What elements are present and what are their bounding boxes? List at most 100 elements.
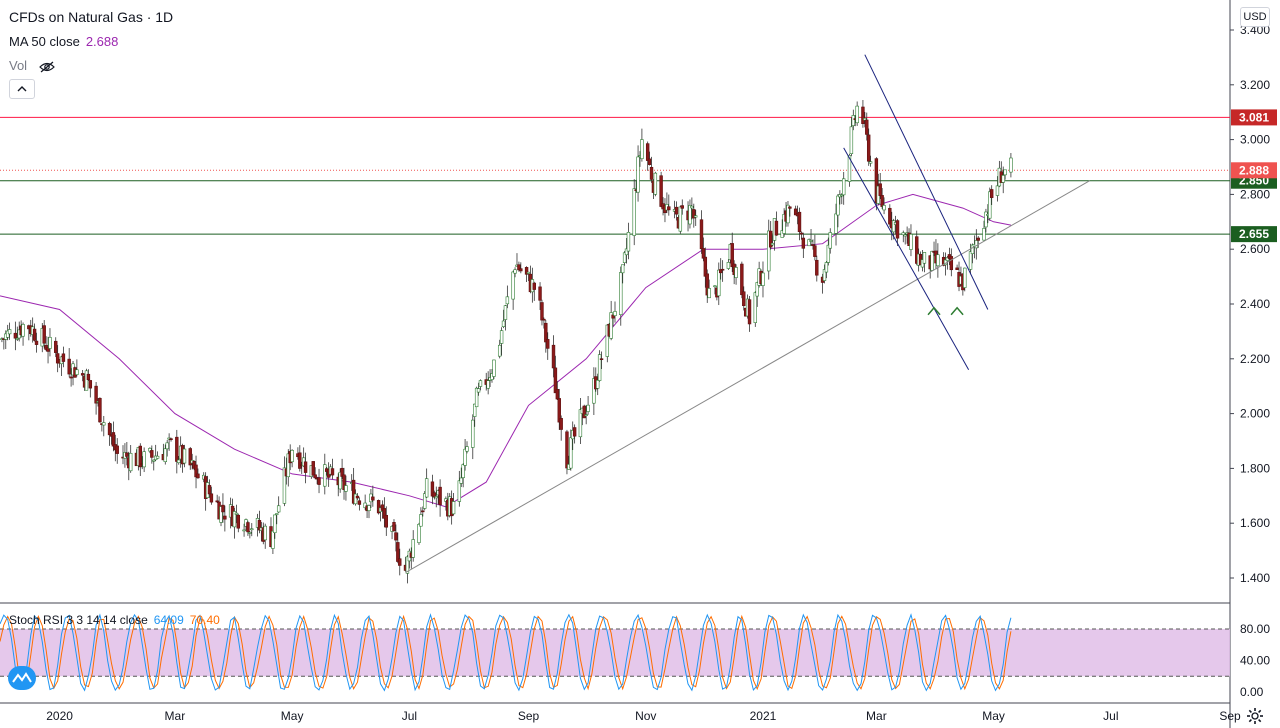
stoch-rsi-lines [0, 613, 1012, 692]
candle-body [411, 539, 415, 558]
candle-body [557, 398, 561, 423]
candle-body [582, 405, 586, 419]
y-tick-label: 3.000 [1240, 133, 1270, 147]
candle-body [705, 273, 709, 296]
candle-body [46, 347, 50, 352]
candle-body [55, 353, 60, 364]
candle-body [619, 272, 623, 315]
eye-off-icon[interactable] [38, 61, 55, 73]
candle-body [551, 344, 556, 369]
candle-body [511, 271, 515, 300]
x-tick-label: May [281, 709, 304, 723]
candle-body [868, 161, 873, 164]
candle-body [169, 438, 173, 441]
candle-body [880, 195, 884, 207]
gear-icon[interactable] [1246, 707, 1264, 725]
candle-body [298, 452, 302, 469]
candle-body [303, 461, 308, 473]
candle-body [989, 189, 994, 198]
candle-body [236, 514, 241, 529]
currency-badge[interactable]: USD [1240, 7, 1270, 27]
candle-body [713, 285, 717, 288]
candle-body [273, 514, 277, 533]
candle-body [5, 330, 10, 338]
candle-body [69, 376, 73, 379]
candle-body [767, 230, 771, 272]
candle-body [874, 158, 879, 204]
candle-body [807, 239, 811, 247]
candle-body [107, 422, 112, 436]
candle-body [546, 339, 550, 349]
candle-body [503, 305, 508, 320]
candle-body [717, 269, 721, 297]
x-tick-label: 2020 [46, 709, 73, 723]
y-tick-label: 1.400 [1240, 571, 1270, 585]
candle-body [430, 481, 435, 497]
candle-body [330, 468, 335, 476]
candle-body [188, 448, 192, 466]
candle-body [747, 299, 752, 325]
candle-body [982, 228, 986, 241]
candle-body [740, 263, 744, 296]
candle-body [734, 267, 738, 278]
candle-body [793, 208, 798, 216]
candle-body [544, 322, 548, 343]
candle-body [271, 530, 275, 549]
candle-body [840, 194, 844, 197]
x-tick-label: Mar [165, 709, 186, 723]
candle-body [421, 510, 425, 513]
candle-body [457, 480, 462, 502]
candle-body [150, 450, 154, 458]
chart-title: CFDs on Natural Gas · 1D [9, 9, 174, 25]
channel-line [864, 54, 989, 310]
candle-body [726, 262, 731, 269]
candle-body [774, 220, 779, 236]
ma-value: 2.688 [85, 34, 119, 49]
last-price-text: 2.888 [1239, 163, 1269, 177]
vol-legend: Vol [9, 58, 55, 73]
candle-body [380, 504, 385, 511]
candle-body [949, 256, 954, 271]
candle-body [405, 556, 410, 574]
candle-body [175, 436, 179, 462]
candle-body [592, 378, 596, 404]
candle-body [842, 178, 846, 196]
candle-body [75, 369, 79, 375]
candle-body [94, 385, 98, 404]
stoch-d-value: 70.40 [189, 613, 220, 627]
candle-body [48, 337, 52, 349]
candle-body [80, 373, 85, 376]
candle-body [847, 155, 852, 182]
candle-body [538, 286, 542, 301]
vol-label: Vol [9, 58, 28, 73]
channel-line [843, 147, 970, 371]
candle-body [499, 330, 504, 344]
candle-body [398, 558, 402, 566]
candle-body [194, 464, 198, 478]
collapse-legend-button[interactable] [9, 79, 35, 99]
x-tick-label: Jul [1103, 709, 1118, 723]
candle-body [142, 451, 146, 468]
candle-body [753, 292, 757, 323]
candle-body [317, 477, 321, 485]
candle-body [219, 506, 223, 523]
candle-body [257, 520, 262, 531]
candle-body [834, 213, 838, 234]
candle-body [572, 427, 577, 437]
candle-body [659, 175, 663, 207]
candle-body [311, 461, 315, 476]
candle-body [371, 496, 375, 501]
tradingview-logo-icon[interactable] [8, 666, 36, 690]
candle-body [701, 248, 706, 259]
stoch-tick-label: 40.00 [1240, 654, 1270, 668]
candle-body [209, 493, 214, 503]
stoch-label: Stoch RSI 3 3 14 14 close [9, 613, 148, 627]
candle-body [505, 296, 510, 305]
candle-body [824, 262, 829, 273]
candle-body [61, 353, 66, 362]
candle-body [828, 232, 832, 249]
candle-body [438, 486, 442, 506]
candle-body [690, 205, 694, 209]
candle-body [290, 450, 294, 463]
